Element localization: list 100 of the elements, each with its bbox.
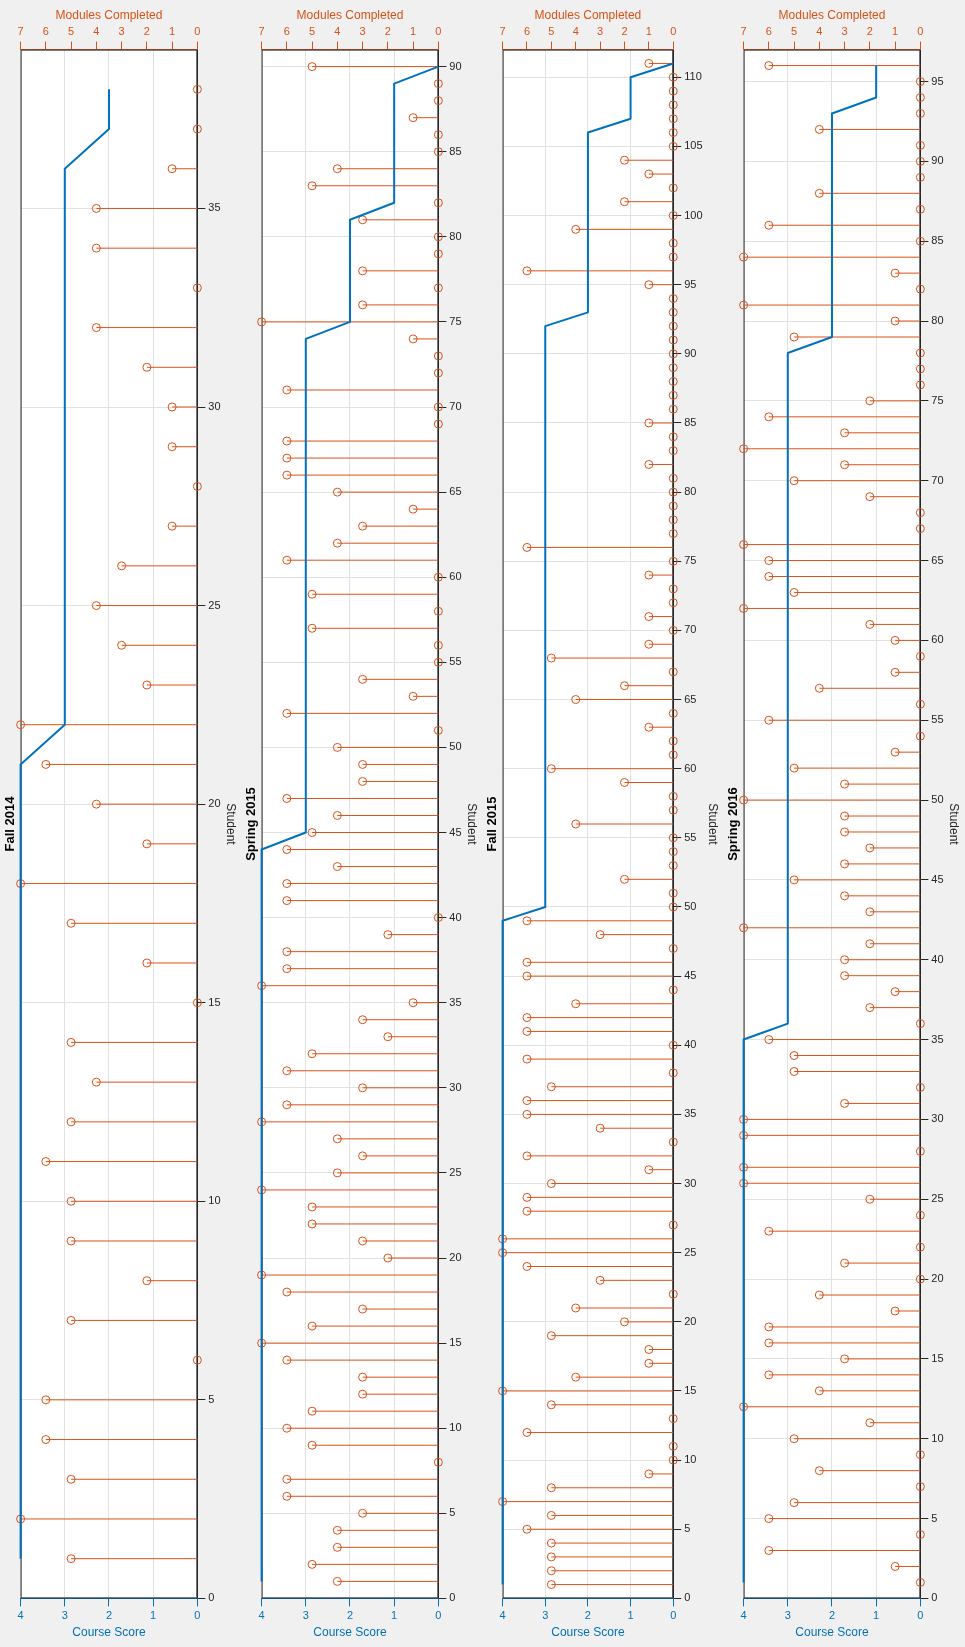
x2-tick-label: 3 (118, 24, 125, 37)
x2-tick-label: 0 (193, 24, 200, 37)
y-tick-label: 30 (930, 1111, 944, 1124)
y-tick-label: 20 (683, 1314, 696, 1327)
point (141, 958, 151, 967)
point (15, 1513, 25, 1523)
x2-tick-label: 1 (168, 24, 175, 37)
x2-tick-label: 2 (384, 24, 391, 37)
x2-tick-label: 5 (308, 24, 315, 37)
y-tick-label: 65 (448, 484, 462, 497)
y-tick-label: 0 (683, 1590, 690, 1603)
x2-tick-label: 3 (596, 24, 603, 37)
point (15, 719, 25, 729)
y-tick-label: 5 (930, 1511, 937, 1524)
y-tick-label: 45 (930, 872, 944, 885)
point (141, 362, 151, 372)
x-tick-label: 4 (17, 1608, 24, 1621)
text: Fall 2015 (483, 796, 499, 851)
y-axis-title: Student (946, 802, 961, 845)
point (192, 124, 202, 134)
y-tick-label: 10 (207, 1193, 221, 1206)
y-tick-label: 75 (448, 314, 462, 327)
y-tick-label: 45 (683, 968, 696, 981)
x-tick-label: 1 (149, 1608, 156, 1621)
y-tick-label: 90 (683, 346, 696, 359)
x-tick-label: 0 (193, 1608, 200, 1621)
x2-tick-label: 2 (620, 24, 628, 37)
y-tick-label: 30 (683, 1176, 696, 1189)
y-tick-label: 70 (683, 622, 696, 635)
x-tick-label: 3 (541, 1608, 548, 1621)
point (167, 402, 177, 412)
y-tick-label: 60 (448, 569, 462, 582)
x-tick-label: 2 (105, 1608, 112, 1621)
y-tick-label: 50 (930, 792, 944, 805)
x2-tick-label: 4 (815, 24, 822, 37)
y-tick-label: 85 (448, 144, 462, 157)
x-tick-label: 4 (258, 1608, 265, 1621)
x2-axis-title: Modules Completed (534, 7, 641, 22)
y-tick-label: 35 (930, 1032, 944, 1045)
y-tick-label: 25 (448, 1165, 462, 1178)
y-tick-label: 55 (448, 654, 462, 667)
y-tick-label: 65 (683, 692, 696, 705)
point (192, 997, 202, 1007)
point (192, 84, 202, 94)
x2-tick-label: 5 (67, 24, 74, 37)
x-tick-label: 1 (627, 1608, 634, 1621)
y-axis-title: Student (464, 802, 479, 845)
x2-tick-label: 0 (669, 24, 676, 37)
point (91, 243, 101, 253)
point (66, 1116, 76, 1126)
point (167, 521, 177, 531)
x2-tick-label: 3 (841, 24, 848, 37)
x2-tick-label: 7 (17, 24, 24, 37)
x2-tick-label: 7 (740, 24, 747, 37)
x-axis-title: Course Score (312, 1624, 387, 1639)
y-tick-label: 10 (448, 1420, 462, 1433)
x2-axis-title: Modules Completed (296, 7, 403, 22)
point (141, 680, 151, 690)
text: Spring 2015 (242, 786, 258, 861)
x-tick-label: 3 (784, 1608, 791, 1621)
y-tick-label: 105 (683, 138, 703, 151)
y-tick-label: 75 (683, 553, 696, 566)
point (167, 441, 177, 451)
x-axis-title: Course Score (550, 1624, 625, 1639)
point (192, 1355, 202, 1365)
y-tick-label: 15 (448, 1335, 462, 1348)
x2-tick-label: 4 (572, 24, 579, 37)
x2-tick-label: 7 (499, 24, 506, 37)
point (66, 918, 76, 928)
y-tick-label: 20 (930, 1271, 944, 1284)
x-tick-label: 0 (916, 1608, 923, 1621)
point (66, 1474, 76, 1484)
x-tick-label: 1 (872, 1608, 879, 1621)
y-tick-label: 0 (207, 1590, 214, 1603)
x2-tick-label: 4 (333, 24, 340, 37)
y-tick-label: 100 (683, 208, 703, 221)
y-tick-label: 50 (683, 899, 696, 912)
y-tick-label: 10 (683, 1452, 696, 1465)
point (66, 1037, 76, 1047)
y-tick-label: 25 (683, 1245, 696, 1258)
x2-tick-label: 6 (42, 24, 49, 37)
point (91, 600, 101, 610)
x2-tick-label: 5 (547, 24, 554, 37)
x2-tick-label: 3 (359, 24, 366, 37)
y-tick-label: 15 (930, 1351, 944, 1364)
x2-axis-title: Modules Completed (55, 7, 162, 22)
x2-tick-label: 2 (866, 24, 873, 37)
x-tick-label: 0 (434, 1608, 441, 1621)
point (192, 282, 202, 292)
x2-axis-title: Modules Completed (778, 7, 885, 22)
x2-tick-label: 1 (891, 24, 898, 37)
point (15, 878, 25, 888)
x2-tick-label: 7 (258, 24, 265, 37)
y-tick-label: 5 (448, 1505, 455, 1518)
y-tick-label: 20 (448, 1250, 462, 1263)
text: Fall 2014 (1, 795, 17, 851)
y-tick-label: 25 (930, 1191, 944, 1204)
x-tick-label: 4 (740, 1608, 747, 1621)
x2-tick-label: 0 (434, 24, 441, 37)
x-axis-title: Course Score (794, 1624, 869, 1639)
